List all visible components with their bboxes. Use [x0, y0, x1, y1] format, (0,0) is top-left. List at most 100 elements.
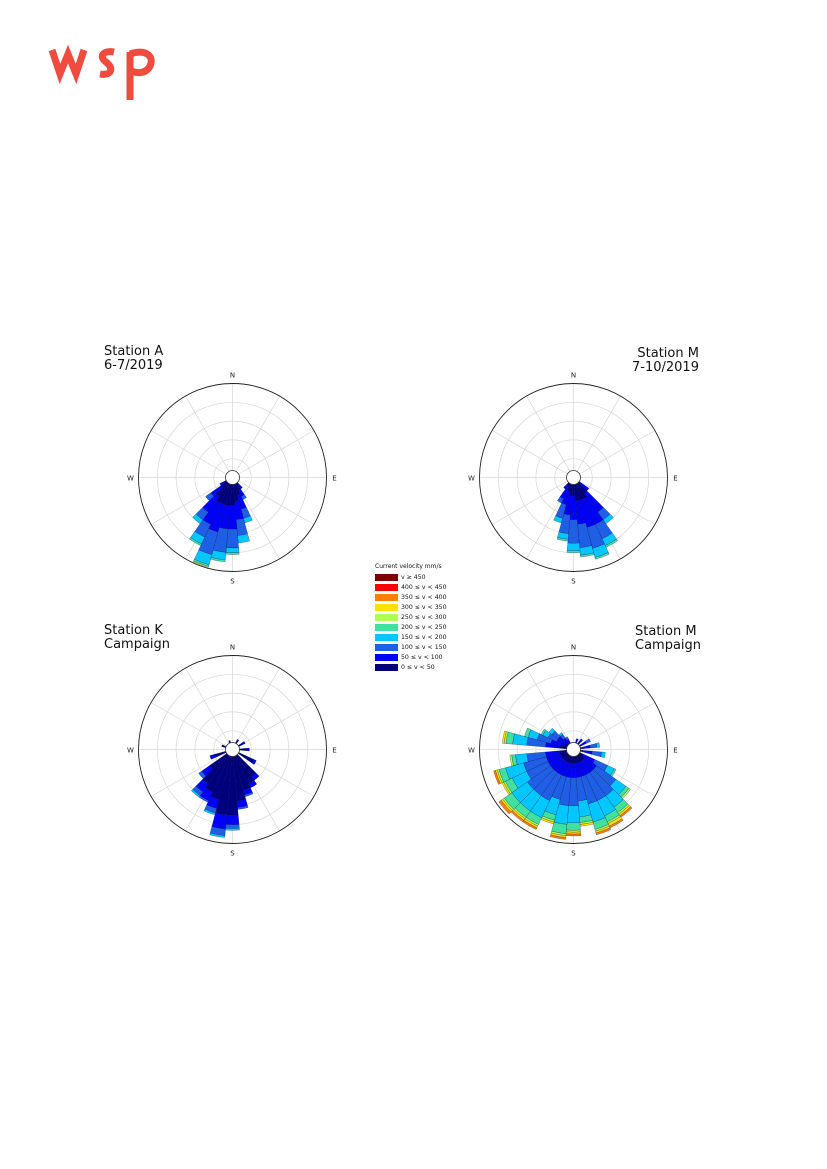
grid-spoke: [150, 702, 233, 750]
rose-bar-segment: [211, 812, 227, 830]
rose-bar-segment: [191, 789, 201, 798]
rose-bar-segment: [596, 742, 600, 748]
rose-bar-segment: [225, 552, 240, 555]
legend-label: v ≥ 450: [401, 573, 426, 581]
grid-spoke: [150, 749, 233, 797]
legend-item: 50 ≤ v < 100: [375, 652, 490, 662]
rose-chart-station-k: N E S W: [127, 644, 337, 858]
legend-swatch: [375, 603, 398, 611]
legend-label: 100 ≤ v < 150: [401, 643, 447, 651]
rose-bar-segment: [205, 492, 215, 501]
rose-bar-segment: [580, 552, 595, 558]
rose-bar-segment: [578, 738, 583, 744]
rose-bars: [189, 480, 253, 568]
rose-bar-segment: [225, 814, 240, 825]
chart-title-station-a: Station A 6-7/2019: [104, 344, 164, 373]
legend-item: 400 ≤ v < 450: [375, 582, 490, 592]
legend-item: 250 ≤ v < 300: [375, 612, 490, 622]
rose-bar-segment: [225, 824, 240, 829]
grid-spoke: [573, 395, 621, 478]
direction-label: E: [332, 747, 336, 755]
rose-bar-segment: [237, 483, 243, 490]
outer-ring: [138, 655, 327, 844]
grid-spoke: [232, 430, 315, 478]
rose-bar-segment: [509, 754, 514, 767]
rose-bar-segment: [540, 728, 546, 736]
direction-label: S: [230, 850, 235, 858]
grid-spoke: [150, 430, 233, 478]
rose-bar-segment: [565, 833, 582, 837]
rose-bar-segment: [563, 483, 569, 490]
grid-spoke: [573, 477, 656, 525]
outer-ring: [138, 383, 327, 572]
legend-item: 200 ≤ v < 250: [375, 622, 490, 632]
direction-label: W: [127, 747, 134, 755]
rose-bar-segment: [557, 496, 564, 504]
rose-bar-segment: [225, 547, 240, 553]
direction-label: E: [332, 475, 336, 483]
legend-swatch: [375, 613, 398, 621]
center-hub: [566, 470, 581, 485]
legend-label: 150 ≤ v < 200: [401, 633, 447, 641]
outer-ring: [479, 655, 668, 844]
rose-bar-segment: [502, 730, 507, 744]
rose-bar-segment: [566, 822, 581, 831]
rose-bar-segment: [566, 542, 581, 551]
rose-bar-segment: [246, 747, 250, 752]
direction-label: S: [571, 578, 576, 586]
direction-label: N: [230, 372, 235, 380]
center-hub: [225, 742, 240, 757]
direction-label: W: [127, 475, 134, 483]
chart-title-station-k: Station K Campaign: [104, 623, 171, 652]
rose-bar-segment: [493, 770, 501, 785]
rose-bar-segment: [582, 750, 593, 755]
grid-spoke: [573, 430, 656, 478]
rose-bar-segment: [498, 800, 512, 815]
rose-bar-segment: [584, 738, 591, 744]
legend-swatch: [375, 653, 398, 661]
legend-title: Current velocity mm/s: [375, 563, 442, 570]
rose-bar-segment: [579, 482, 590, 491]
rose-bar-segment: [565, 736, 569, 741]
grid-spoke: [232, 702, 315, 750]
direction-label: E: [673, 747, 677, 755]
grid-spoke: [232, 477, 315, 525]
legend-label: 0 ≤ v < 50: [401, 663, 435, 671]
rose-bar-segment: [239, 748, 247, 751]
legend-label: 200 ≤ v < 250: [401, 623, 447, 631]
legend-label: 50 ≤ v < 100: [401, 653, 443, 661]
rose-bar-segment: [226, 528, 239, 549]
grid-spoke: [232, 667, 280, 750]
legend-swatch: [375, 643, 398, 651]
legend-item: 350 ≤ v < 400: [375, 592, 490, 602]
rose-bar-segment: [553, 515, 563, 524]
velocity-legend: Current velocity mm/s v ≥ 450 400 ≤ v < 4…: [375, 563, 490, 672]
rose-bar-segment: [198, 770, 207, 779]
direction-label: S: [230, 578, 235, 586]
grid-spoke: [150, 477, 233, 525]
direction-label: W: [468, 475, 475, 483]
rose-bar-segment: [236, 739, 240, 742]
direction-label: S: [571, 850, 576, 858]
wsp-logo: [48, 44, 155, 100]
rose-bar-segment: [566, 805, 581, 823]
legend-swatch: [375, 593, 398, 601]
rose-bars: [553, 470, 618, 560]
rose-bar-segment: [209, 832, 226, 838]
rose-bar-segment: [225, 828, 240, 831]
legend-swatch: [375, 633, 398, 641]
legend-label: 350 ≤ v < 400: [401, 593, 447, 601]
legend-label: 400 ≤ v < 450: [401, 583, 447, 591]
rose-bar-segment: [193, 560, 209, 568]
chart-title-station-m-2019: Station M 7-10/2019: [632, 346, 699, 375]
grid-spoke: [526, 395, 574, 478]
rose-bar-segment: [241, 741, 246, 745]
legend-label: 250 ≤ v < 300: [401, 613, 447, 621]
legend-swatch: [375, 623, 398, 631]
grid-spoke: [526, 667, 574, 750]
rose-bar-segment: [549, 834, 566, 840]
legend-swatch: [375, 663, 398, 671]
legend-label: 300 ≤ v < 350: [401, 603, 447, 611]
direction-label: E: [673, 475, 677, 483]
legend-swatch: [375, 573, 398, 581]
